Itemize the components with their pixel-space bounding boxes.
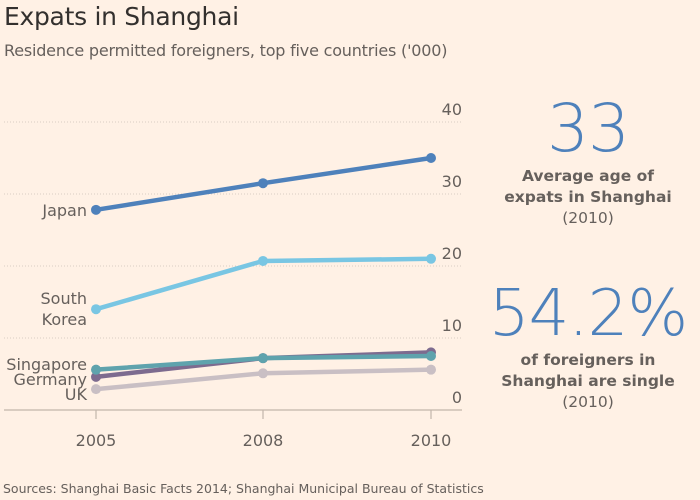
stat-year: (2010) <box>562 209 614 227</box>
stat-description-line: of foreigners in <box>520 351 656 369</box>
data-point <box>91 384 101 395</box>
x-tick-label: 2010 <box>411 431 452 450</box>
series-label: Singapore <box>6 355 87 374</box>
series-line <box>93 256 434 312</box>
data-point <box>426 351 436 361</box>
stat-description-line: Shanghai are single <box>501 372 675 390</box>
stat-description-line: Average age of <box>521 167 655 185</box>
data-point <box>91 304 101 315</box>
stat-description-line: expats in Shanghai <box>504 188 672 206</box>
series-label: Japan <box>41 201 87 220</box>
stat-value: 54.2% <box>488 277 688 351</box>
chart-title: Expats in Shanghai <box>4 2 239 31</box>
series-label: UK <box>65 385 88 404</box>
x-tick-label: 2008 <box>243 431 284 450</box>
stat-value: 33 <box>547 90 630 167</box>
data-point <box>91 371 101 382</box>
y-tick-label: 0 <box>452 388 462 407</box>
line-chart: 0 10 20 30 40 2005 2008 2010 Japan South Korea UKG… <box>4 100 462 450</box>
series-south-korea <box>91 253 436 315</box>
series-japan <box>91 153 436 215</box>
series-label: Germany <box>13 370 87 389</box>
gridlines <box>4 121 462 339</box>
data-point <box>426 364 436 375</box>
data-point <box>91 364 101 375</box>
y-tick-label: 20 <box>442 244 462 263</box>
series-lines <box>91 153 436 395</box>
series-uk <box>91 364 436 395</box>
data-point <box>258 353 268 364</box>
series-label: Korea <box>42 310 87 329</box>
series-label: South <box>41 289 88 308</box>
series-singapore <box>91 351 436 375</box>
stat-single-share: 54.2% of foreigners in Shanghai are sing… <box>478 282 698 412</box>
source-note: Sources: Shanghai Basic Facts 2014; Shan… <box>3 481 484 496</box>
data-point <box>258 368 268 379</box>
data-point <box>426 153 436 163</box>
chart-subtitle: Residence permitted foreigners, top five… <box>4 41 448 60</box>
data-point <box>258 255 268 266</box>
data-point <box>426 253 436 264</box>
axes: 0 10 20 30 40 2005 2008 2010 <box>4 100 462 450</box>
stat-average-age: 33 Average age of expats in Shanghai (20… <box>478 96 698 228</box>
y-tick-label: 10 <box>442 316 462 335</box>
x-tick-label: 2005 <box>76 431 117 450</box>
data-point <box>91 204 101 215</box>
y-tick-label: 40 <box>442 100 462 119</box>
data-point <box>258 178 268 189</box>
stat-year: (2010) <box>562 393 614 411</box>
y-tick-label: 30 <box>442 172 462 191</box>
